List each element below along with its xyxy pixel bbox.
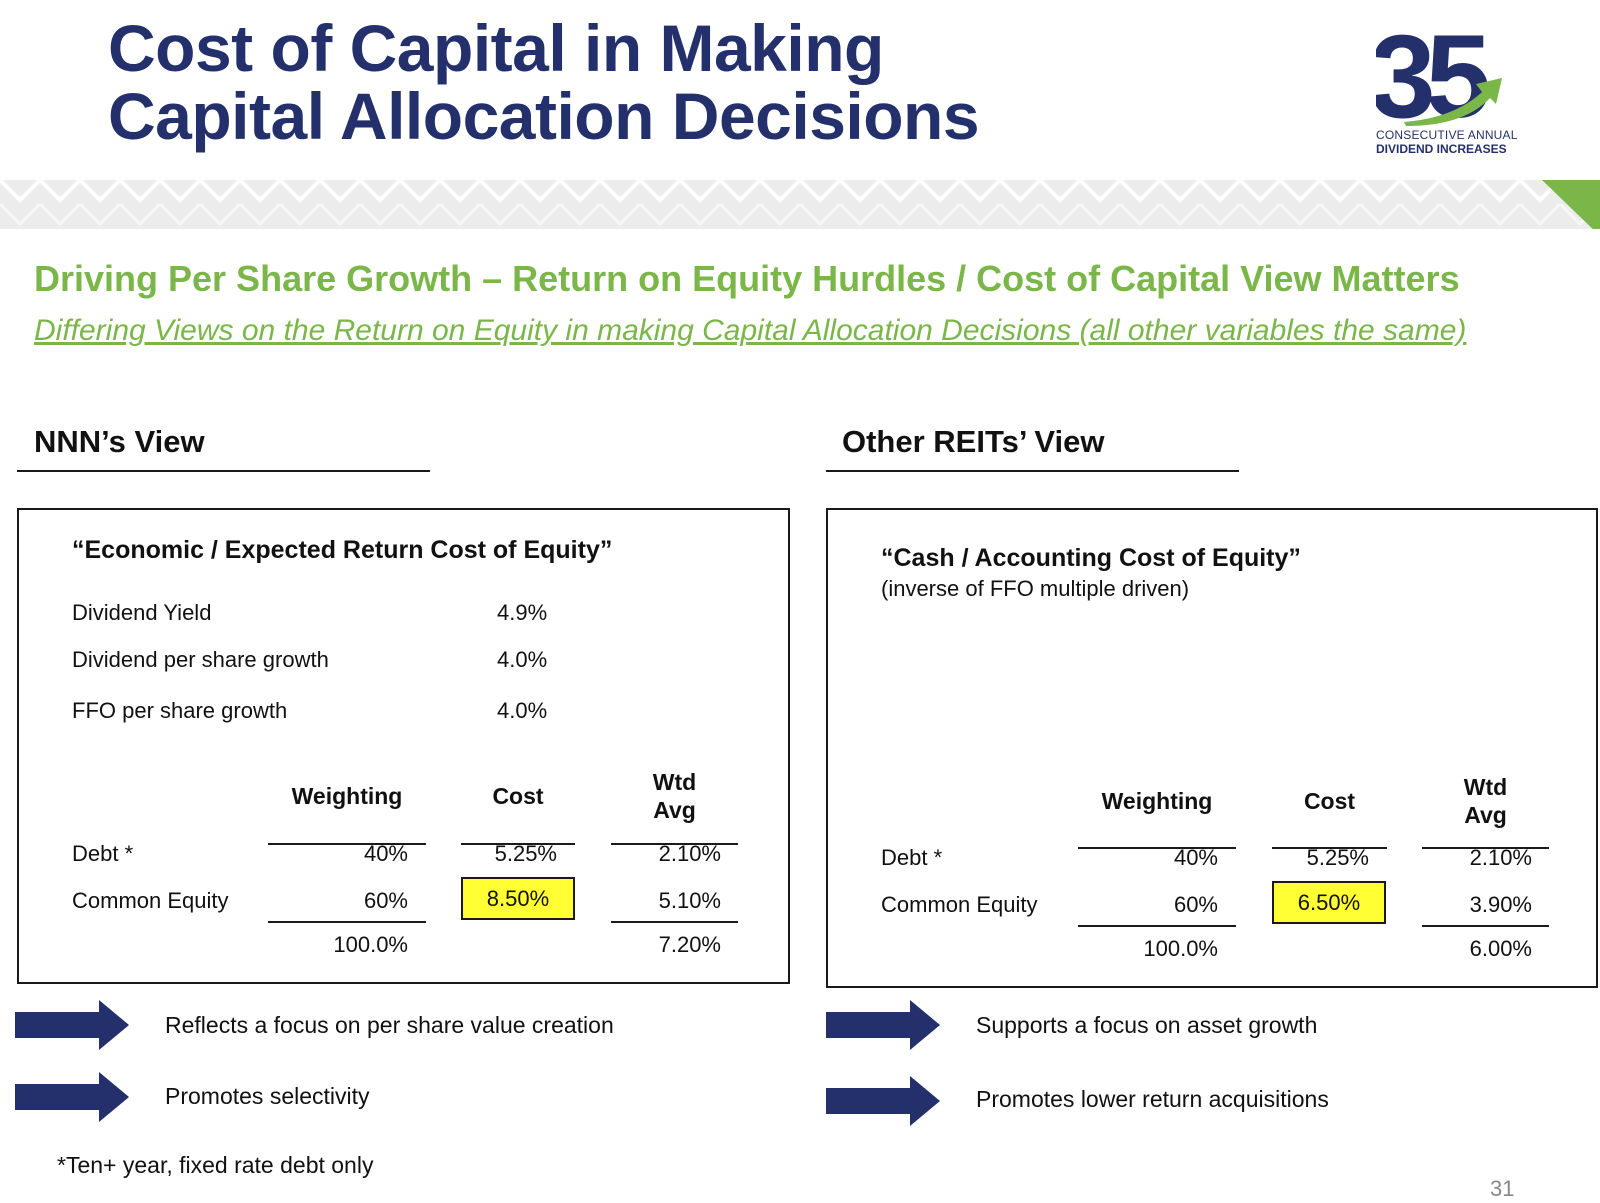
header-rule xyxy=(268,843,426,845)
header-rule xyxy=(461,843,575,845)
header-avg: Avg xyxy=(653,797,696,823)
metric-value: 4.0% xyxy=(497,647,548,672)
logo-35-icon: 35 xyxy=(1376,22,1502,143)
header-cost: Cost xyxy=(492,783,544,809)
logo-caption-line1: CONSECUTIVE ANNUAL xyxy=(1376,128,1518,142)
header-rule xyxy=(1422,847,1549,849)
right-panel-subtitle: (inverse of FFO multiple driven) xyxy=(881,576,1190,601)
left-panel-title: “Economic / Expected Return Cost of Equi… xyxy=(72,536,613,564)
arrow-right-icon xyxy=(15,1072,129,1122)
row-label-equity: Common Equity xyxy=(881,892,1038,917)
decorative-band xyxy=(0,180,1600,229)
cell-weighting: 60% xyxy=(363,888,408,913)
logo-number: 35 xyxy=(1376,22,1489,143)
left-panel: “Economic / Expected Return Cost of Equi… xyxy=(17,508,790,984)
cell-weighting: 40% xyxy=(1173,845,1218,870)
row-label-debt: Debt * xyxy=(72,841,134,866)
total-wtd: 6.00% xyxy=(1469,936,1532,961)
header-wtd-avg: Wtd Avg xyxy=(611,768,738,824)
row-label-debt: Debt * xyxy=(881,845,943,870)
left-view-underline xyxy=(17,470,430,472)
logo-caption-line2: DIVIDEND INCREASES xyxy=(1376,142,1507,156)
total-rule xyxy=(1422,925,1549,927)
total-wtd: 7.20% xyxy=(658,932,721,957)
cell-weighting: 40% xyxy=(363,841,408,866)
bullet-text: Promotes lower return acquisitions xyxy=(976,1086,1329,1112)
header-wtd: Wtd xyxy=(1463,774,1508,800)
total-weighting: 100.0% xyxy=(1143,936,1218,961)
total-weighting: 100.0% xyxy=(333,932,408,957)
header-rule xyxy=(611,843,738,845)
bullet-text: Reflects a focus on per share value crea… xyxy=(165,1012,614,1038)
page-title-line1: Cost of Capital in Making xyxy=(108,11,884,85)
metric-value: 4.9% xyxy=(497,600,548,625)
right-panel: “Cash / Accounting Cost of Equity” (inve… xyxy=(826,508,1598,988)
bullet-text: Supports a focus on asset growth xyxy=(976,1012,1318,1038)
cell-wtd: 3.90% xyxy=(1469,892,1532,917)
total-rule xyxy=(268,921,426,923)
highlighted-cost-of-equity: 6.50% xyxy=(1272,881,1386,924)
section-subheading: Differing Views on the Return on Equity … xyxy=(34,314,1467,347)
header-weighting: Weighting xyxy=(291,783,403,809)
section-heading: Driving Per Share Growth – Return on Equ… xyxy=(34,258,1460,299)
total-rule xyxy=(611,921,738,923)
metric-label: Dividend per share growth xyxy=(72,647,329,672)
right-view-title: Other REITs’ View xyxy=(842,424,1105,459)
metric-label: Dividend Yield xyxy=(72,600,212,625)
footnote: *Ten+ year, fixed rate debt only xyxy=(57,1152,374,1178)
header-rule xyxy=(1078,847,1236,849)
cell-wtd: 5.10% xyxy=(658,888,721,913)
page-number: 31 xyxy=(1490,1176,1515,1201)
cell-cost: 5.25% xyxy=(494,841,557,866)
header-weighting: Weighting xyxy=(1101,788,1213,814)
header-wtd: Wtd xyxy=(652,769,697,795)
cell-weighting: 60% xyxy=(1173,892,1218,917)
page-title-line2: Capital Allocation Decisions xyxy=(108,79,980,153)
logo-caption: CONSECUTIVE ANNUAL DIVIDEND INCREASES xyxy=(1376,128,1526,156)
bullet-text: Promotes selectivity xyxy=(165,1083,370,1109)
header-rule xyxy=(1272,847,1387,849)
total-rule xyxy=(1078,925,1236,927)
cell-wtd: 2.10% xyxy=(1469,845,1532,870)
metric-value: 4.0% xyxy=(497,698,548,723)
left-view-title: NNN’s View xyxy=(34,424,205,459)
cell-wtd: 2.10% xyxy=(658,841,721,866)
cell-cost: 5.25% xyxy=(1306,845,1369,870)
header-wtd-avg: Wtd Avg xyxy=(1422,773,1549,829)
page-title: Cost of Capital in Making Capital Alloca… xyxy=(108,11,980,153)
right-view-underline xyxy=(826,470,1239,472)
metric-label: FFO per share growth xyxy=(72,698,288,723)
arrow-right-icon xyxy=(15,1000,129,1050)
row-label-equity: Common Equity xyxy=(72,888,229,913)
highlighted-cost-of-equity: 8.50% xyxy=(461,877,575,920)
header-avg: Avg xyxy=(1464,802,1507,828)
right-panel-title: “Cash / Accounting Cost of Equity” xyxy=(881,544,1301,572)
arrow-right-icon xyxy=(826,1000,940,1050)
arrow-right-icon xyxy=(826,1076,940,1126)
header-cost: Cost xyxy=(1303,788,1356,814)
